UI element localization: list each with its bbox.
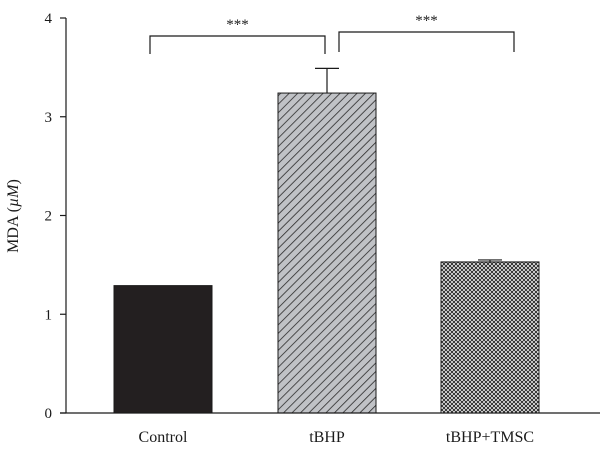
y-tick-label: 2: [45, 209, 53, 225]
significance-group: *** ***: [149, 13, 515, 54]
x-tick-label: tBHP+TMSC: [446, 429, 534, 446]
y-ticks: 0 1 2 3 4: [45, 11, 66, 422]
y-tick-label: 3: [45, 110, 53, 126]
significance-bracket: [338, 31, 515, 52]
significance-label: ***: [415, 13, 438, 29]
bar-control: [113, 285, 213, 414]
y-axis: 0 1 2 3 4: [45, 11, 67, 422]
y-tick-label: 1: [45, 307, 53, 323]
x-axis: Control tBHP tBHP+TMSC: [60, 412, 600, 446]
bar-tbhp-tmsc: [440, 261, 540, 414]
y-tick-label: 0: [45, 406, 53, 422]
error-bars-group: [315, 67, 502, 262]
y-tick-label: 4: [45, 11, 53, 27]
bar-tbhp: [277, 92, 377, 414]
x-ticks: Control tBHP tBHP+TMSC: [139, 429, 535, 446]
significance-label: ***: [226, 17, 249, 33]
y-axis-title: MDA (µM): [5, 179, 22, 253]
significance-bracket: [149, 35, 326, 54]
x-tick-label: tBHP: [309, 429, 345, 446]
bars-group: [113, 92, 540, 414]
x-tick-label: Control: [139, 429, 188, 446]
